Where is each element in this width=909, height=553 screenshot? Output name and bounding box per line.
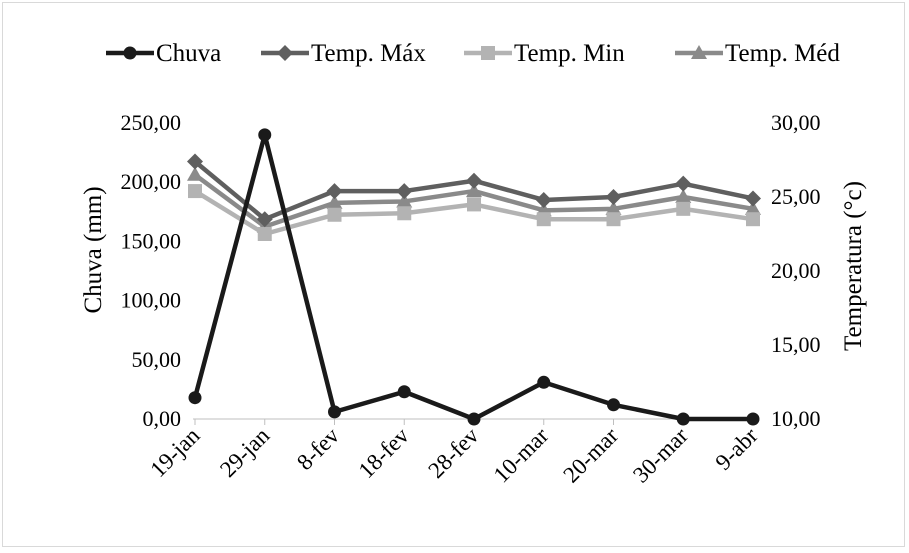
data-point-chuva	[467, 412, 481, 426]
x-tick-label: 28-fev	[423, 423, 483, 483]
data-point-temp-m-x	[326, 183, 343, 200]
data-point-temp-m-x	[466, 172, 482, 189]
y-right-tick-label: 20,00	[771, 258, 821, 283]
y-right-tick-label: 10,00	[771, 406, 821, 431]
y-right-tick-label: 30,00	[771, 110, 821, 135]
x-tick-label: 29-jan	[215, 423, 275, 483]
y-left-tick-label: 150,00	[121, 228, 182, 253]
data-point-temp-m-d	[466, 183, 482, 198]
x-tick-label: 10-mar	[489, 423, 554, 488]
data-point-temp-min	[467, 197, 481, 212]
y-left-tick-label: 200,00	[121, 169, 182, 194]
data-point-chuva	[607, 398, 620, 412]
x-tick-label: 19-jan	[145, 423, 205, 483]
x-tick-label: 30-mar	[628, 423, 693, 488]
data-point-temp-min	[397, 206, 412, 221]
legend-marker-temp-m-x	[277, 45, 293, 61]
data-point-temp-min	[606, 212, 621, 227]
data-point-temp-m-d	[396, 193, 413, 208]
legend-label-temp-min: Temp. Min	[514, 40, 625, 67]
data-point-chuva	[397, 385, 411, 399]
data-point-temp-min	[327, 207, 342, 222]
y-left-tick-label: 100,00	[121, 288, 182, 313]
y-axis-right-label: Temperatura (°c)	[840, 181, 867, 351]
data-point-temp-m-d	[745, 200, 761, 215]
y-left-tick-label: 50,00	[132, 347, 182, 372]
data-point-temp-m-d	[675, 189, 692, 203]
y-right-tick-label: 25,00	[771, 184, 821, 209]
x-tick-label: 9-abr	[711, 423, 763, 475]
data-point-chuva	[676, 412, 690, 426]
data-point-temp-min	[188, 184, 202, 199]
data-point-temp-m-x	[745, 190, 761, 207]
chart-svg: Chuva Temp. Máx Temp. Min Temp. Méd 19-jan 2…	[80, 40, 867, 488]
y-left-tick-label: 250,00	[121, 110, 182, 135]
legend-marker-chuva	[123, 46, 137, 60]
y-right-tick-label: 15,00	[771, 332, 821, 357]
plot-area: 19-jan 29-jan 8-fev 18-fev 28-fev 10-mar 20-ma…	[121, 110, 821, 488]
data-point-chuva	[746, 412, 760, 426]
data-point-temp-m-x	[256, 211, 273, 228]
legend-label-temp-m-x: Temp. Máx	[311, 40, 426, 67]
x-tick-label: 20-mar	[558, 423, 623, 488]
data-point-temp-min	[746, 212, 760, 227]
data-point-temp-m-x	[535, 191, 552, 208]
data-point-temp-m-d	[326, 194, 343, 209]
y-axis-left-label: Chuva (mm)	[80, 186, 107, 313]
chart-frame: Chuva Temp. Máx Temp. Min Temp. Méd 19-jan 2…	[2, 2, 905, 547]
data-point-temp-m-x	[605, 189, 622, 205]
data-point-temp-min	[257, 227, 272, 241]
data-point-temp-m-d	[187, 166, 203, 181]
legend-marker-temp-m-d	[691, 45, 707, 59]
data-point-temp-m-x	[187, 153, 203, 170]
data-point-temp-min	[676, 201, 691, 216]
data-point-temp-m-x	[396, 183, 413, 200]
x-tick-label: 8-fev	[292, 423, 344, 475]
x-tick-label: 18-fev	[354, 423, 414, 483]
data-point-chuva	[328, 405, 341, 419]
legend-marker-temp-min	[481, 46, 495, 60]
y-left-tick-label: 0,00	[143, 406, 182, 431]
legend: Chuva Temp. Máx Temp. Min Temp. Méd	[106, 40, 840, 67]
data-point-chuva	[537, 375, 551, 389]
data-point-temp-m-x	[675, 175, 692, 192]
legend-label-temp-m-d: Temp. Méd	[725, 40, 840, 67]
legend-label-chuva: Chuva	[156, 40, 221, 67]
data-point-chuva	[258, 128, 272, 142]
data-point-temp-m-d	[605, 200, 622, 215]
data-point-chuva	[188, 391, 202, 405]
data-point-temp-min	[536, 212, 551, 227]
